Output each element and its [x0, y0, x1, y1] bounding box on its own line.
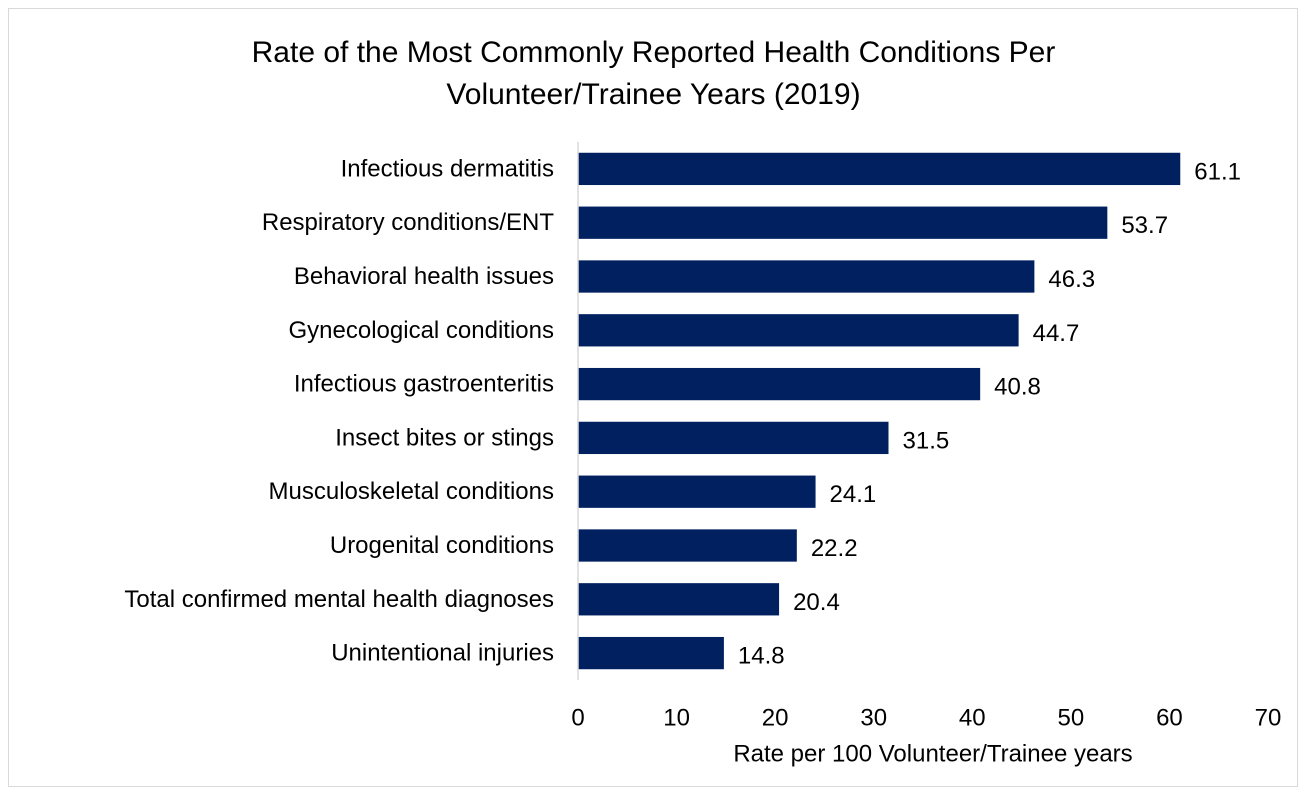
- bar: [578, 636, 724, 670]
- x-tick-label: 10: [663, 705, 690, 732]
- x-tick-label: 20: [762, 705, 789, 732]
- category-label: Infectious gastroenteritis: [294, 371, 554, 398]
- data-label: 44.7: [1033, 320, 1080, 347]
- category-label: Infectious dermatitis: [341, 155, 554, 182]
- bars-layer: [578, 152, 1181, 670]
- category-label: Gynecological conditions: [289, 317, 555, 344]
- data-labels: 61.1 53.7 46.3 44.7 40.8 31.5 24.1 22.2 20.4 14.8: [738, 158, 1241, 669]
- x-axis-title: Rate per 100 Volunteer/Trainee years: [733, 741, 1132, 768]
- x-tick-label: 70: [1255, 705, 1282, 732]
- data-label: 40.8: [994, 374, 1041, 401]
- x-tick-label: 0: [571, 705, 584, 732]
- data-label: 53.7: [1121, 212, 1168, 239]
- data-label: 22.2: [811, 535, 858, 562]
- category-label: Behavioral health issues: [294, 263, 554, 290]
- data-label: 14.8: [738, 643, 785, 670]
- bar: [578, 260, 1035, 293]
- category-label: Insect bites or stings: [335, 424, 554, 451]
- data-label: 24.1: [830, 481, 877, 508]
- category-label: Musculoskeletal conditions: [269, 478, 554, 505]
- data-label: 46.3: [1048, 266, 1095, 293]
- category-label: Total confirmed mental health diagnoses: [124, 586, 554, 613]
- x-tick-label: 60: [1156, 705, 1183, 732]
- bar: [578, 314, 1019, 347]
- bar: [578, 529, 797, 562]
- x-tick-label: 30: [860, 705, 887, 732]
- chart-title: Rate of the Most Commonly Reported Healt…: [251, 36, 1056, 111]
- bar: [578, 421, 889, 455]
- x-tick-label: 40: [959, 705, 986, 732]
- bar: [578, 583, 780, 616]
- bar: [578, 475, 816, 508]
- data-label: 31.5: [903, 427, 950, 454]
- category-label: Unintentional injuries: [331, 640, 554, 667]
- category-label: Respiratory conditions/ENT: [262, 209, 554, 236]
- bar: [578, 367, 981, 401]
- data-label: 20.4: [793, 589, 840, 616]
- category-labels: Infectious dermatitis Respiratory conditi…: [124, 155, 554, 666]
- category-label: Urogenital conditions: [330, 532, 554, 559]
- bar: [578, 206, 1108, 239]
- bar: [578, 152, 1181, 186]
- data-label: 61.1: [1194, 158, 1241, 185]
- x-tick-label: 50: [1058, 705, 1085, 732]
- x-axis-tick-labels: 0 10 20 30 40 50 60 70: [571, 705, 1281, 732]
